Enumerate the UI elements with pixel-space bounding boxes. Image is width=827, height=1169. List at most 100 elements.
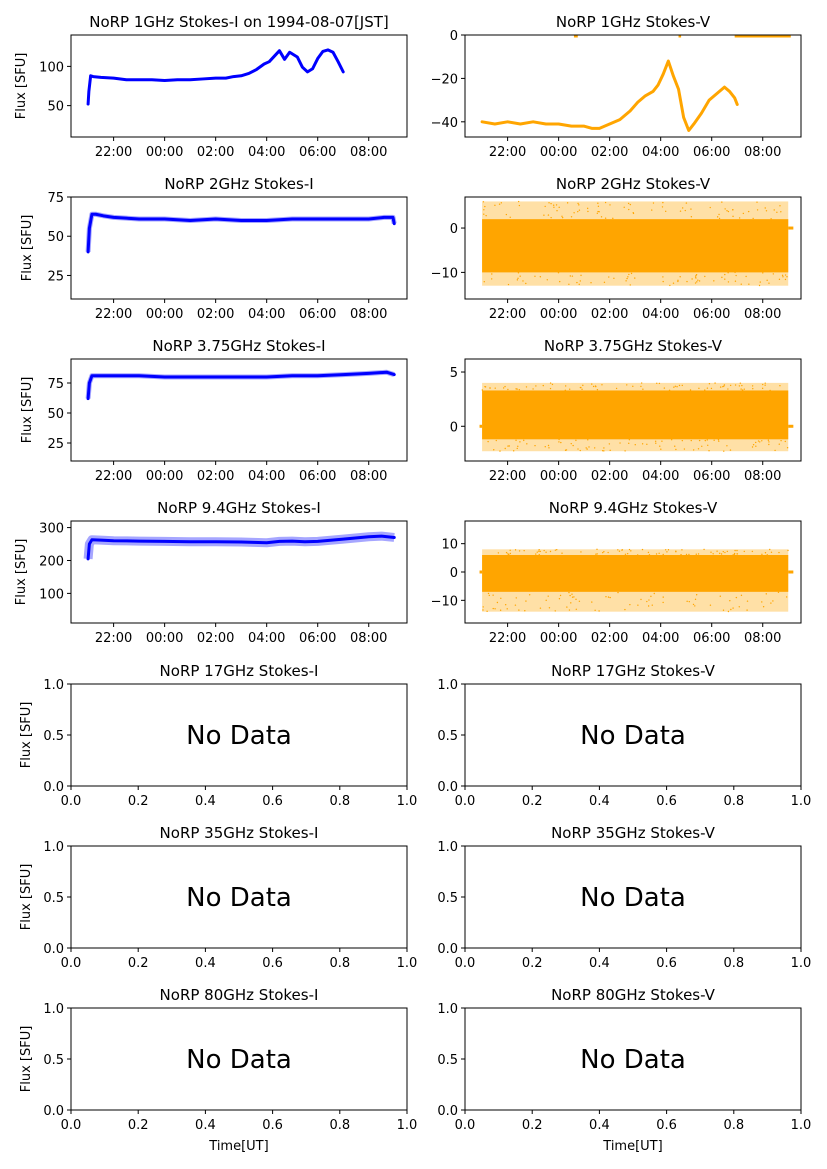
scatter-point <box>779 384 781 387</box>
x-tick-label: 22:00 <box>489 307 526 322</box>
y-tick-label: 200 <box>39 554 64 569</box>
scatter-point <box>678 384 681 387</box>
scatter-point <box>587 210 589 213</box>
scatter-point <box>786 447 789 449</box>
x-tick-label: 0.6 <box>656 956 677 971</box>
x-tick-label: 22:00 <box>489 631 526 646</box>
panel-title: NoRP 80GHz Stokes-V <box>551 986 716 1004</box>
axes-frame <box>464 196 802 300</box>
scatter-point <box>543 549 545 552</box>
scatter-point <box>587 439 589 441</box>
scatter-point <box>663 387 666 389</box>
scatter-point <box>507 283 510 286</box>
scatter-point <box>536 551 538 553</box>
scatter-point <box>755 445 757 447</box>
y-tick-label: 0 <box>450 420 458 435</box>
scatter-point <box>493 449 495 451</box>
x-tick-label: 0.2 <box>522 1118 543 1133</box>
scatter-point <box>523 549 525 552</box>
x-tick-label: 0.6 <box>262 1118 283 1133</box>
y-tick-label: 0.0 <box>43 942 64 957</box>
scatter-point <box>556 548 558 551</box>
scatter-point <box>571 275 574 277</box>
scatter-point <box>602 449 604 452</box>
x-tick-label: 0.4 <box>589 1118 610 1133</box>
x-tick-label: 0.0 <box>455 956 476 971</box>
scatter-point <box>629 284 631 286</box>
scatter-point <box>646 600 648 603</box>
scatter-point <box>507 388 509 391</box>
y-tick-label: 0.0 <box>437 780 458 795</box>
panel-title: NoRP 9.4GHz Stokes-I <box>157 499 321 517</box>
panel-title: NoRP 3.75GHz Stokes-V <box>544 337 723 355</box>
scatter-point <box>743 550 745 553</box>
x-tick-label: 0.4 <box>195 794 216 809</box>
scatter-point <box>522 280 524 282</box>
scatter-point <box>759 441 761 443</box>
x-tick-label: 08:00 <box>744 631 781 646</box>
scatter-point <box>553 206 555 208</box>
scatter-point <box>548 607 551 609</box>
scatter-point <box>619 442 621 444</box>
scatter-point <box>490 278 493 280</box>
scatter-point <box>658 382 661 385</box>
scatter-point <box>719 595 721 597</box>
scatter-point <box>722 550 724 553</box>
scatter-point <box>518 388 521 391</box>
y-tick-label: −40 <box>431 116 458 131</box>
scatter-point <box>738 606 740 608</box>
scatter-point <box>586 207 589 210</box>
scatter-point <box>653 592 655 595</box>
scatter-point <box>722 609 725 611</box>
y-tick-label: 0.0 <box>43 1104 64 1119</box>
scatter-point <box>729 384 732 387</box>
x-tick-label: 00:00 <box>540 307 577 322</box>
scatter-point <box>580 551 582 553</box>
scatter-point <box>761 553 763 556</box>
scatter-point <box>640 382 643 384</box>
panel-title: NoRP 2GHz Stokes-V <box>556 175 711 193</box>
panel-title: NoRP 80GHz Stokes-I <box>160 986 319 1004</box>
scatter-point <box>670 439 673 441</box>
x-tick-label: 06:00 <box>299 145 336 160</box>
scatter-point <box>747 210 750 213</box>
scatter-point <box>690 216 693 218</box>
y-axis-label: Flux [SFU] <box>14 53 29 120</box>
scatter-point <box>765 593 767 595</box>
scatter-point <box>732 209 734 211</box>
scatter-point <box>732 607 734 609</box>
scatter-point <box>716 216 719 218</box>
scatter-point <box>681 549 683 551</box>
scatter-point <box>596 548 598 551</box>
x-tick-label: 0.0 <box>455 1118 476 1133</box>
scatter-point <box>784 274 787 276</box>
x-tick-label: 0.0 <box>61 1118 82 1133</box>
scatter-point <box>719 386 722 388</box>
scatter-point <box>608 276 610 278</box>
scatter-point <box>681 384 683 387</box>
scatter-point <box>654 440 657 442</box>
scatter-point <box>765 210 768 212</box>
scatter-point <box>629 203 632 206</box>
scatter-point <box>548 202 550 204</box>
scatter-point <box>592 385 595 388</box>
scatter-point <box>741 389 744 391</box>
scatter-point <box>509 216 511 219</box>
scatter-point <box>596 388 599 391</box>
scatter-point <box>528 594 531 596</box>
scatter-point <box>484 205 486 208</box>
x-tick-label: 1.0 <box>397 956 418 971</box>
x-tick-label: 04:00 <box>248 145 285 160</box>
axes-frame <box>70 358 408 462</box>
scatter-point <box>740 594 743 597</box>
scatter-point <box>523 439 525 442</box>
x-tick-label: 02:00 <box>197 469 234 484</box>
scatter-point <box>648 599 650 601</box>
scatter-point <box>597 205 600 208</box>
scatter-point <box>628 548 631 551</box>
x-tick-label: 04:00 <box>642 631 679 646</box>
x-tick-label: 0.2 <box>522 794 543 809</box>
scatter-point <box>524 610 526 612</box>
scatter-point <box>525 282 527 285</box>
scatter-point <box>674 445 676 447</box>
